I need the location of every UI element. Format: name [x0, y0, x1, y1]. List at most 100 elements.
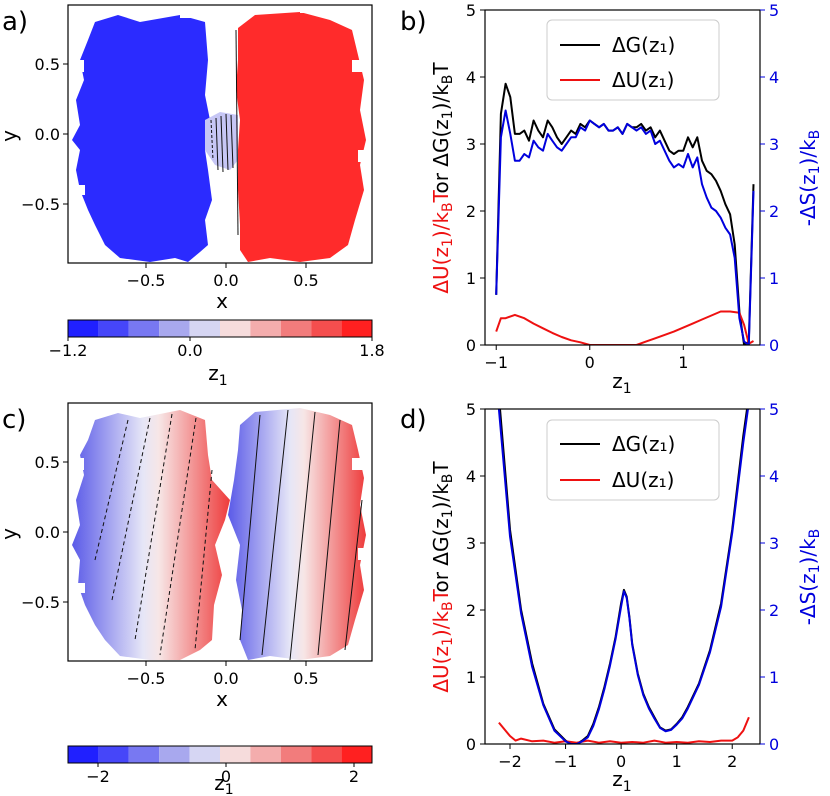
x-axis-label: z1: [612, 767, 631, 795]
lines-d: [497, 409, 750, 744]
y-tick-label-left: 1: [466, 269, 476, 288]
series-line-1: [498, 716, 750, 744]
y-axis-label: y: [0, 528, 21, 540]
contour-lines-c: [94, 409, 363, 661]
colorbar-tick-label: −1.2: [49, 341, 88, 360]
x-tick-label: −0.5: [127, 669, 166, 688]
y-tick-label-right: 5: [769, 400, 779, 419]
y-tick-label: 0.0: [35, 523, 60, 542]
holes-c: [74, 458, 370, 593]
colorbar-c: −2 0 2 z1: [67, 745, 373, 796]
x-axis-label: x: [216, 687, 228, 711]
y-axis-label-right: -ΔS(z1)/kB: [796, 130, 823, 227]
x-tick-label: 0: [616, 752, 626, 771]
axes-d: −2 −1 0 1 2 0 0 1 1 2 2 3 3 4 4 5 5: [466, 400, 779, 771]
y-axis-a: 0.5 0.0 −0.5 y: [0, 55, 68, 214]
axes-b: −1 0 1 0 0 1 1 2 2 3 3 4 4 5 5: [466, 1, 779, 372]
y-tick-label-right: 4: [769, 68, 779, 87]
series-line-2: [495, 109, 755, 345]
y-tick-label-left: 3: [466, 534, 476, 553]
series-line-0: [495, 82, 755, 345]
y-tick-label: 0.0: [35, 125, 60, 144]
panel-d: d) −2 −1 0 1 2 0 0 1 1 2 2 3 3 4 4 5 5 ΔU(z1)/kBTor ΔG(z…: [400, 400, 823, 795]
y-tick-label: 0.5: [35, 55, 60, 74]
colorbar-tick-label: 2: [349, 767, 359, 786]
series-line-1: [495, 310, 754, 345]
legend-b: ΔG(z₁) ΔU(z₁): [546, 19, 720, 101]
y-tick-label-right: 2: [769, 202, 779, 221]
y-tick-label-right: 0: [769, 735, 779, 754]
x-axis-a: −0.5 0.0 0.5 x: [127, 263, 319, 313]
panel-label-d: d): [400, 405, 427, 435]
heatmap-a: [72, 5, 370, 262]
legend-entry-du: ΔU(z₁): [612, 468, 674, 492]
y-tick-label-left: 5: [466, 400, 476, 419]
panel-label-c: c): [2, 405, 26, 435]
axes-frame-b: [484, 9, 761, 346]
heatmap-c: [72, 408, 370, 661]
x-axis-c: −0.5 0.0 0.5 x: [127, 661, 319, 711]
series-line-2: [497, 409, 749, 744]
x-tick-label: −0.5: [127, 271, 166, 290]
y-tick-label-left: 3: [466, 135, 476, 154]
region-a-blue: [72, 15, 212, 262]
colorbar-tick-label: 1.8: [359, 341, 384, 360]
y-tick-label-left: 0: [466, 735, 476, 754]
panel-b: b) −1 0 1 0 0 1 1 2 2 3 3 4 4 5 5 ΔU(z1)/kBTor ΔG(z1)/…: [400, 1, 823, 397]
y-tick-label-left: 4: [466, 467, 476, 486]
y-tick-label-right: 0: [769, 336, 779, 355]
y-tick-label-left: 4: [466, 68, 476, 87]
x-tick-label: −1: [554, 752, 578, 771]
panel-label-a: a): [2, 7, 28, 37]
y-axis-label-left: ΔU(z1)/kBTor ΔG(z1)/kBT: [429, 62, 456, 294]
y-tick-label: −0.5: [21, 593, 60, 612]
x-tick-label: 0.0: [213, 669, 238, 688]
region-a-red: [236, 12, 366, 262]
colorbar-label: z1: [208, 361, 227, 389]
x-tick-label: 1: [672, 752, 682, 771]
holes-a: [74, 5, 370, 195]
axes-frame-d: [484, 408, 761, 745]
x-tick-label: −2: [498, 752, 522, 771]
colorbar-label: z1: [214, 771, 233, 796]
x-tick-label: 0.0: [213, 271, 238, 290]
x-tick-label: −1: [484, 353, 508, 372]
x-tick-label: 0.5: [293, 271, 318, 290]
y-tick-label-right: 3: [769, 534, 779, 553]
panel-label-b: b): [400, 7, 427, 37]
legend-entry-dg: ΔG(z₁): [612, 432, 675, 456]
colorbar-a-cells: [68, 320, 372, 337]
region-c-right: [228, 408, 366, 660]
panel-a: a) −0.5 0.0 0.5 x: [0, 4, 385, 389]
y-tick-label: 0.5: [35, 453, 60, 472]
y-tick-label-right: 1: [769, 269, 779, 288]
x-tick-label: 1: [678, 353, 688, 372]
x-axis-label: z1: [612, 369, 631, 397]
contour-lines-a: [210, 29, 239, 236]
lines-b: [495, 82, 755, 345]
y-tick-label-left: 1: [466, 668, 476, 687]
x-tick-label: 0.5: [293, 669, 318, 688]
x-axis-label: x: [216, 289, 228, 313]
y-tick-label-left: 5: [466, 1, 476, 20]
x-tick-label: 0: [585, 353, 595, 372]
y-tick-label-right: 4: [769, 467, 779, 486]
y-axis-label: y: [0, 130, 21, 142]
y-axis-label-left: ΔU(z1)/kBTor ΔG(z1)/kBT: [429, 461, 456, 693]
y-tick-label-right: 1: [769, 668, 779, 687]
panel-c: c): [0, 402, 373, 796]
y-tick-label: −0.5: [21, 195, 60, 214]
y-tick-label-right: 2: [769, 601, 779, 620]
x-tick-label: 2: [727, 752, 737, 771]
y-tick-label-right: 3: [769, 135, 779, 154]
y-tick-label-left: 0: [466, 336, 476, 355]
y-tick-label-left: 2: [466, 601, 476, 620]
legend-entry-dg: ΔG(z₁): [612, 33, 675, 57]
colorbar-tick-label: −2: [86, 767, 110, 786]
y-tick-label-right: 5: [769, 1, 779, 20]
region-c-left: [72, 410, 230, 660]
colorbar-tick-label: 0.0: [177, 341, 202, 360]
y-tick-label-left: 2: [466, 202, 476, 221]
colorbar-a: −1.2 0.0 1.8 z1: [49, 319, 385, 389]
